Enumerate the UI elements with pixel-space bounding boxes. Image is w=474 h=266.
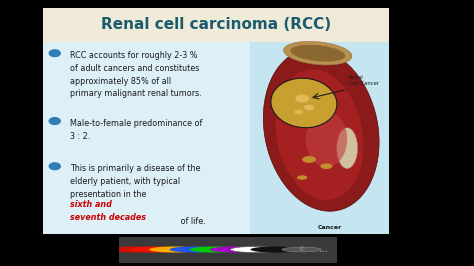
Ellipse shape [304,105,314,110]
Text: sixth and
seventh decades: sixth and seventh decades [70,200,146,222]
FancyBboxPatch shape [108,237,347,263]
Text: This is primarily a disease of the
elderly patient, with typical
presentation in: This is primarily a disease of the elder… [70,164,201,199]
Circle shape [149,246,200,253]
Circle shape [250,246,301,253]
Text: Male-to-female predominance of
3 : 2.: Male-to-female predominance of 3 : 2. [70,119,203,141]
Ellipse shape [271,78,337,128]
Text: Cancer: Cancer [318,225,342,230]
Bar [250,42,389,234]
Text: Renal
Cell Cancer: Renal Cell Cancer [349,75,379,86]
Ellipse shape [295,94,309,102]
Bar [43,42,250,234]
Ellipse shape [306,111,347,167]
Text: of life.: of life. [178,217,205,226]
Circle shape [190,246,240,253]
Circle shape [48,117,61,125]
Circle shape [109,246,159,253]
Ellipse shape [263,49,379,211]
Text: ©: © [299,247,305,252]
Text: ...: ... [319,245,328,254]
Circle shape [48,162,61,170]
Text: Renal cell carcinoma (RCC): Renal cell carcinoma (RCC) [100,18,331,32]
Ellipse shape [294,110,303,114]
Circle shape [210,246,260,253]
Ellipse shape [302,156,316,163]
Text: RCC accounts for roughly 2-3 %
of adult cancers and constitutes
approximately 85: RCC accounts for roughly 2-3 % of adult … [70,51,202,98]
Circle shape [282,247,321,252]
Ellipse shape [320,163,332,169]
Circle shape [129,246,179,253]
Circle shape [230,246,280,253]
Circle shape [169,246,219,253]
Bar [43,8,389,42]
Ellipse shape [297,175,307,180]
Ellipse shape [337,128,357,169]
Circle shape [48,49,61,57]
Ellipse shape [275,69,364,200]
Ellipse shape [283,41,352,65]
Ellipse shape [291,45,345,62]
